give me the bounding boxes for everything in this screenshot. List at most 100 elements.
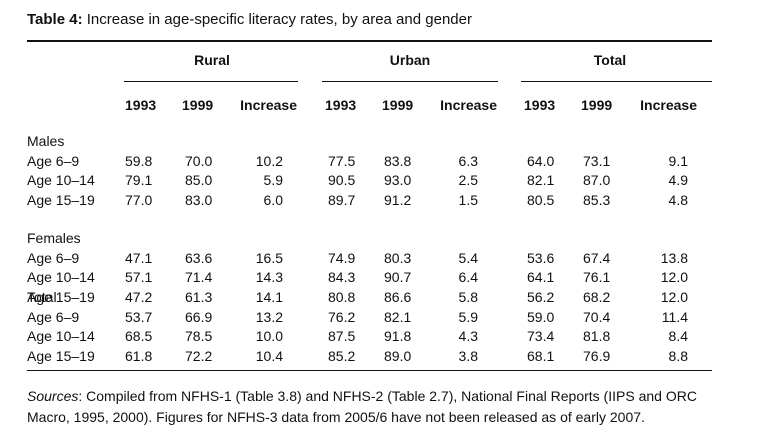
column-header: Increase <box>240 97 297 113</box>
column-header: 1993 <box>125 97 157 113</box>
table-cell: 11.4 <box>661 308 688 325</box>
table-cell: 10.4 <box>255 347 283 364</box>
table-cell: 64.0 <box>527 152 555 169</box>
table-cell: 12.0 <box>660 269 688 285</box>
table-cell: 87.5 <box>328 328 356 344</box>
column-header: 1993 <box>524 97 556 113</box>
table-cell: 84.3 <box>328 269 356 285</box>
table-cell: 79.1 <box>125 172 153 188</box>
group-rule-total <box>521 81 712 82</box>
table-cell: 9.1 <box>668 152 688 169</box>
table-cell: 56.2 <box>527 288 555 305</box>
table-cell: 93.0 <box>384 172 412 188</box>
table-cell: 14.3 <box>255 269 283 285</box>
table-cell: 64.1 <box>527 269 555 285</box>
table-cell: 91.8 <box>384 328 412 344</box>
table-cell: 86.6 <box>384 288 412 305</box>
table-cell: 76.2 <box>328 308 356 325</box>
table-cell: 77.0 <box>125 191 153 208</box>
table-cell: 59.0 <box>527 308 555 325</box>
table-cell: 4.8 <box>668 191 688 208</box>
caption-text: Increase in age-specific literacy rates,… <box>86 11 472 28</box>
group-rule-urban <box>322 81 498 82</box>
table-cell: 59.8 <box>125 152 153 169</box>
table-cell: 61.3 <box>185 288 213 305</box>
table-cell: 4.3 <box>458 328 478 344</box>
bottom-rule <box>27 370 712 371</box>
table-cell: 90.5 <box>328 172 356 188</box>
table-cell: 63.6 <box>185 249 213 266</box>
table-cell: 70.4 <box>583 308 611 325</box>
table-cell: 85.2 <box>328 347 356 364</box>
table-cell: 91.2 <box>384 191 412 208</box>
table-cell: 2.5 <box>458 172 478 188</box>
table-cell: 5.9 <box>263 172 283 188</box>
row-label: Age 15–19 <box>27 347 95 364</box>
table-cell: 68.5 <box>125 328 153 344</box>
group-header-rural: Rural <box>194 52 230 68</box>
table-cell: 82.1 <box>384 308 412 325</box>
table-cell: 67.4 <box>583 249 611 266</box>
table-cell: 6.3 <box>458 152 478 169</box>
table-cell: 53.6 <box>527 249 555 266</box>
table-cell: 80.5 <box>527 191 555 208</box>
table-cell: 3.8 <box>458 347 478 364</box>
table-cell: 6.4 <box>458 269 478 285</box>
table-cell: 76.9 <box>583 347 611 364</box>
row-label: Age 6–9 <box>27 152 80 169</box>
table-cell: 87.0 <box>583 172 611 188</box>
notes-text: : Compiled from NFHS-1 (Table 3.8) and N… <box>27 388 697 425</box>
row-label: Age 6–9 <box>27 308 80 325</box>
caption-label: Table 4: <box>27 11 83 28</box>
table-cell: 61.8 <box>125 347 153 364</box>
table-cell: 53.7 <box>125 308 153 325</box>
table-cell: 12.0 <box>660 288 688 305</box>
section-header-males: Males <box>27 133 65 149</box>
table-cell: 80.8 <box>328 288 356 305</box>
top-rule <box>27 40 712 42</box>
table-cell: 47.1 <box>125 249 153 266</box>
table-cell: 77.5 <box>328 152 356 169</box>
table-cell: 80.3 <box>384 249 412 266</box>
row-label: Age 6–9 <box>27 249 80 266</box>
row-label: Age 10–14 <box>27 269 95 285</box>
table-cell: 68.1 <box>527 347 555 364</box>
table-cell: 89.7 <box>328 191 356 208</box>
group-rule-rural <box>124 81 298 82</box>
table-cell: 76.1 <box>583 269 611 285</box>
section-header-females: Females <box>27 230 81 246</box>
table-cell: 89.0 <box>384 347 412 364</box>
table-cell: 73.1 <box>583 152 611 169</box>
table-cell: 83.0 <box>185 191 213 208</box>
table-caption: Table 4: Increase in age-specific litera… <box>27 11 472 28</box>
notes-label: Sources <box>27 388 79 404</box>
table-cell: 8.4 <box>668 328 688 344</box>
table-cell: 81.8 <box>583 328 611 344</box>
column-header: 1993 <box>325 97 357 113</box>
table-cell: 78.5 <box>185 328 213 344</box>
table-cell: 16.5 <box>255 249 283 266</box>
row-label: Age 10–14 <box>27 172 95 188</box>
table-cell: 83.8 <box>384 152 412 169</box>
table-cell: 47.2 <box>125 288 153 305</box>
table-cell: 68.2 <box>583 288 611 305</box>
row-label: Age 15–19 <box>27 288 95 305</box>
column-header: Increase <box>640 97 697 113</box>
table-cell: 1.5 <box>458 191 478 208</box>
column-header: 1999 <box>581 97 613 113</box>
row-label: Age 15–19 <box>27 191 95 208</box>
table-cell: 90.7 <box>384 269 412 285</box>
table-cell: 85.3 <box>583 191 611 208</box>
table-cell: 10.0 <box>255 328 283 344</box>
table-cell: 5.9 <box>458 308 478 325</box>
group-header-total: Total <box>593 52 627 68</box>
table-cell: 57.1 <box>125 269 153 285</box>
row-label: Age 10–14 <box>27 328 95 344</box>
table-notes: Sources: Compiled from NFHS-1 (Table 3.8… <box>27 386 727 428</box>
table-cell: 4.9 <box>668 172 688 188</box>
table-cell: 73.4 <box>527 328 555 344</box>
table-cell: 10.2 <box>255 152 283 169</box>
column-header: Increase <box>440 97 497 113</box>
table-cell: 14.1 <box>255 288 283 305</box>
table-cell: 74.9 <box>328 249 356 266</box>
